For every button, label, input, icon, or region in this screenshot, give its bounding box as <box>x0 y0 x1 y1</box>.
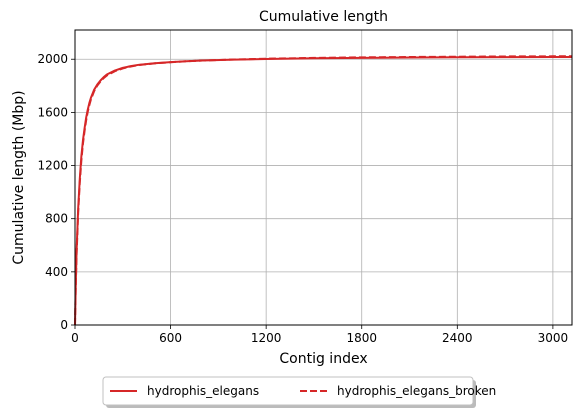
x-tick-label: 1800 <box>346 331 377 345</box>
x-tick-label: 600 <box>159 331 182 345</box>
series-line-2 <box>74 55 572 326</box>
plot-frame <box>74 29 573 326</box>
series-line-1 <box>74 55 572 326</box>
x-tick-label: 1200 <box>251 331 282 345</box>
legend-label-2: hydrophis_elegans_broken <box>337 384 496 398</box>
legend-box <box>102 376 474 406</box>
legend: hydrophis_elegans hydrophis_elegans_broke… <box>102 376 496 408</box>
y-tick-label: 0 <box>60 318 68 332</box>
y-tick-label: 2000 <box>37 52 68 66</box>
y-tick-label: 800 <box>45 212 68 226</box>
chart-title: Cumulative length <box>259 9 388 25</box>
x-axis-label: Contig index <box>279 351 367 367</box>
series-lines <box>74 55 572 326</box>
x-tick-label: 3000 <box>538 331 569 345</box>
y-tick-label: 1200 <box>37 159 68 173</box>
y-axis-label: Cumulative length (Mbp) <box>11 90 27 264</box>
legend-label-1: hydrophis_elegans <box>147 384 259 398</box>
axis-ticks: 0 600 1200 1800 2400 3000 0 400 800 1200 1600 2000 <box>37 52 568 345</box>
y-tick-label: 400 <box>45 265 68 279</box>
x-tick-label: 2400 <box>442 331 473 345</box>
y-tick-label: 1600 <box>37 105 68 119</box>
x-tick-label: 0 <box>71 331 79 345</box>
legend-items: hydrophis_elegans hydrophis_elegans_broke… <box>110 384 496 398</box>
grid <box>74 30 572 326</box>
